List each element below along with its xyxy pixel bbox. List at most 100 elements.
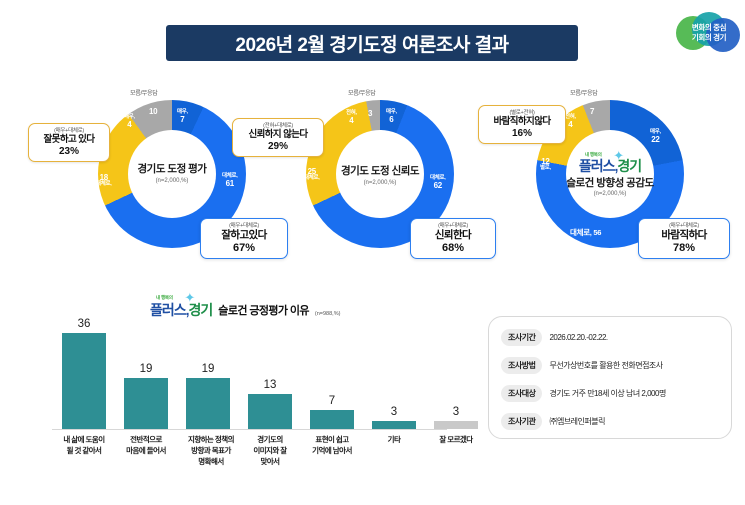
bar-column: 3: [434, 406, 478, 429]
bar-column: 36: [62, 318, 106, 429]
donut-3-seg-전혀: 전혀, 4: [565, 114, 576, 129]
survey-info-panel: 조사기간 2026.02.20.-02.22. 조사방법 무선가상번호를 활용한…: [488, 316, 732, 439]
bar-rect: [372, 421, 416, 429]
bar-column: 19: [186, 363, 230, 429]
donut-2-seg-대체로-부정: 25 대체로,: [304, 167, 320, 182]
donut-2-callout-negative: (전혀+대체로) 신뢰하지 않는다 29%: [232, 118, 324, 157]
bar-rect: [248, 394, 292, 429]
donut-2-outside-label: 모름/무응답: [348, 91, 376, 97]
donut-2-callout-positive: (매우+대체로) 신뢰한다 68%: [410, 218, 496, 260]
donut-center-1: 경기도 도정 평가 (n=2,000,%): [107, 162, 237, 184]
bar-chart-axis-line: [52, 429, 447, 430]
callout-sub: (별로+전혀): [509, 110, 535, 116]
info-row: 조사방법 무선가상번호를 활용한 전화면접조사: [501, 357, 721, 374]
bar-value: 13: [263, 379, 277, 391]
callout-pct: 67%: [232, 241, 256, 254]
donut-3-callout-negative: (별로+전혀) 바람직하지않다 16%: [478, 105, 566, 144]
badge-line1: 변화의 중심: [691, 23, 727, 32]
bar-value: 19: [201, 363, 215, 375]
donut-center-sub-1: (n=2,000,%): [155, 177, 189, 184]
bar-category-label: 표현이 쉽고 기억에 남아서: [312, 435, 352, 455]
bar-rect: [186, 378, 230, 429]
logo-small-text: 내 행복의: [156, 295, 173, 300]
logo-plus-text: 플러스,: [578, 158, 619, 175]
callout-pct: 16%: [511, 127, 532, 139]
callout-sub: (매우+대체로): [669, 223, 699, 229]
page-title: 2026년 2월 경기도정 여론조사 결과: [235, 34, 509, 56]
donut-hole-1: [128, 130, 216, 218]
info-value: 무선가상번호를 활용한 전화면접조사: [549, 361, 663, 370]
donut-1-seg-매우: 매우, 7: [177, 109, 188, 124]
bar-rect: [124, 378, 168, 429]
callout-pct: 29%: [267, 140, 288, 152]
info-value: ㈜엠브레인퍼블릭: [549, 417, 605, 426]
bar-column: 19: [124, 363, 168, 429]
callout-main: 신뢰하지 않는다: [248, 129, 308, 141]
badge-circle-blue: [706, 18, 740, 52]
donut-center-3: 내 행복의 ✦ 플러스,경기 슬로건 방향성 공감도 (n=2,000,%): [545, 149, 675, 198]
donut-1-seg-매우-부정: 매우, 4: [124, 114, 135, 129]
bar-chart-subtitle: (n=988,%): [314, 311, 341, 317]
bar-rect: [434, 421, 478, 429]
donut-1-callout-negative: (매우+대체로) 잘못하고 있다 23%: [28, 123, 110, 162]
bar-value: 19: [139, 363, 153, 375]
bar-rect: [310, 410, 354, 429]
callout-sub: (매우+대체로): [438, 223, 468, 229]
bar-column: 7: [310, 395, 354, 429]
donut-3-outside-label: 모름/무응답: [570, 91, 598, 97]
donut-center-title-2: 경기도 도정 신뢰도: [340, 164, 420, 177]
donut-3-seg-대체로: 대체로, 56: [570, 228, 602, 237]
callout-sub: (매우+대체로): [229, 223, 259, 229]
donut-2-seg-대체로: 대체로, 62: [430, 175, 446, 190]
logo-gg-text: 경기: [617, 158, 642, 175]
bar-category-label: 기타: [387, 435, 401, 444]
donut-center-sub-2: (n=2,000,%): [363, 179, 397, 186]
bar-chart-title: 슬로건 긍정평가 이유: [218, 305, 309, 317]
callout-sub: (전혀+대체로): [263, 123, 293, 129]
info-row: 조사기간 2026.02.20.-02.22.: [501, 329, 721, 346]
bar-value: 3: [390, 406, 398, 418]
bar-category-label: 경기도의 이미지와 잘 맞아서: [253, 435, 287, 466]
donut-1-seg-대체로: 대체로, 61: [222, 173, 238, 188]
badge-text: 변화의 중심 기회의 경기: [682, 23, 736, 42]
donut-center-title-1: 경기도 도정 평가: [137, 162, 207, 175]
info-key: 조사대상: [501, 385, 543, 402]
donut-hole-2: [336, 130, 424, 218]
donut-3-callout-positive: (매우+대체로) 바람직하다 78%: [638, 218, 730, 260]
donut-2-seg-모름: 3: [368, 109, 373, 118]
info-value: 2026.02.20.-02.22.: [549, 333, 608, 342]
logo-plus-text: 플러스,: [150, 302, 190, 318]
page-title-bar: 2026년 2월 경기도정 여론조사 결과: [166, 25, 578, 61]
gyeonggi-province-badge: 변화의 중심 기회의 경기: [676, 10, 740, 58]
bar-column: 13: [248, 379, 292, 429]
donut-3-seg-별로: 12 별로,: [540, 157, 551, 172]
donut-3-seg-매우: 매우, 22: [650, 129, 661, 144]
bar-category-label: 지향하는 정책의 방향과 목표가 명확해서: [188, 435, 235, 466]
info-key: 조사기관: [501, 413, 543, 430]
callout-main: 신뢰한다: [434, 229, 472, 242]
donut-1-seg-대체로-부정: 18 대체로,: [96, 173, 112, 188]
bar-category-label: 내 삶에 도움이 될 것 같아서: [63, 435, 105, 455]
info-value: 경기도 거주 만18세 이상 남녀 2,000명: [549, 389, 666, 398]
donut-center-sub-3: (n=2,000,%): [593, 191, 627, 198]
donut-chart-2: 경기도 도정 신뢰도 (n=2,000,%) 매우, 6 대체로, 62 25 …: [290, 91, 470, 256]
donut-1-outside-label: 모름/무응답: [130, 91, 158, 97]
logo-gg-text: 경기: [188, 302, 214, 318]
badge-line2: 기회의 경기: [691, 32, 727, 42]
info-row: 조사기관 ㈜엠브레인퍼블릭: [501, 413, 721, 430]
star-icon: ✦: [184, 290, 196, 305]
bar-chart-plot: 36 19 19 13 7 3 3: [52, 318, 478, 430]
donut-ring-2: [306, 100, 454, 248]
bar-column: 3: [372, 406, 416, 429]
callout-main: 잘못하고 있다: [43, 134, 95, 146]
bar-value: 3: [452, 406, 460, 418]
bar-category-label: 잘 모르겠다: [439, 435, 473, 444]
callout-pct: 78%: [672, 241, 696, 254]
bar-chart-title-row: 내 행복의 ✦ 플러스,경기 슬로건 긍정평가 이유 (n=988,%): [150, 291, 341, 318]
info-row: 조사대상 경기도 거주 만18세 이상 남녀 2,000명: [501, 385, 721, 402]
bar-category-label: 전반적으로 마음에 들어서: [126, 435, 166, 455]
callout-sub: (매우+대체로): [54, 128, 84, 134]
donut-2-seg-매우: 매우, 6: [386, 109, 397, 124]
callout-pct: 68%: [441, 241, 465, 254]
